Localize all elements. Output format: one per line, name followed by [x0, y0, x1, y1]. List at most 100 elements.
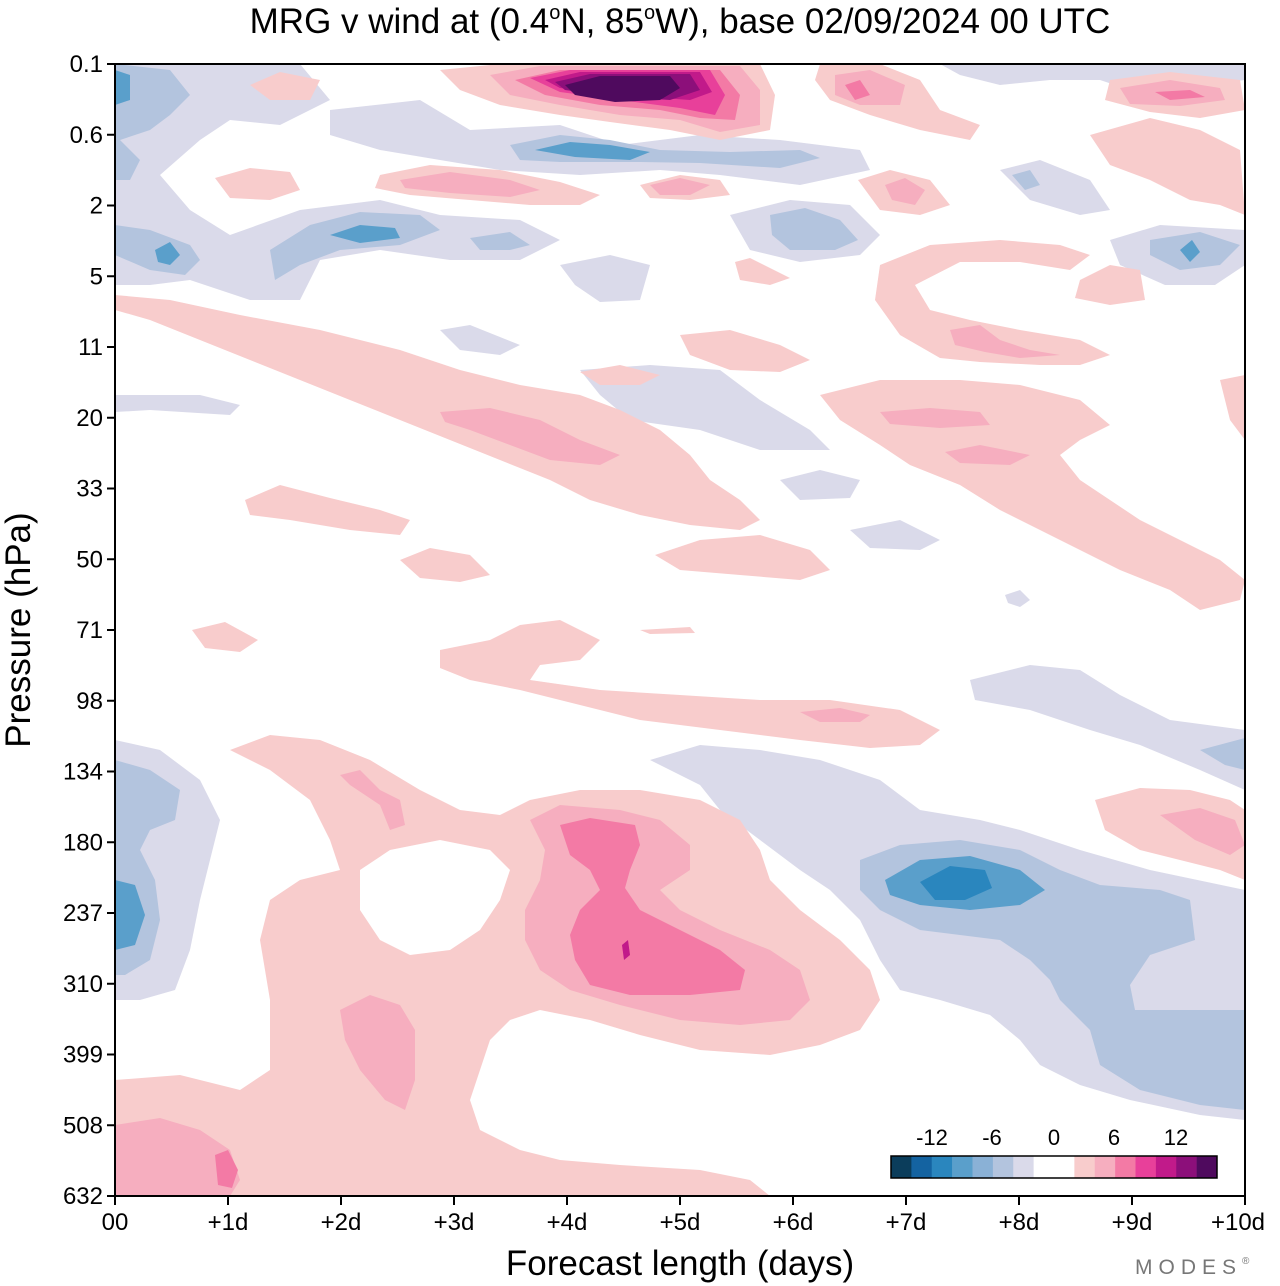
contour-pos6-marker [622, 940, 630, 960]
y-tick-label: 180 [63, 829, 103, 856]
y-tick-label: 98 [76, 688, 103, 715]
colorbar-swatch [1054, 1156, 1075, 1178]
colorbar-swatch [1013, 1156, 1034, 1178]
contour-neg2-right-small [1012, 170, 1040, 190]
colorbar-swatch [1176, 1156, 1197, 1178]
contour-pos2-right-swirl [950, 325, 1060, 358]
contour-pos-11-mid [580, 365, 660, 385]
contour-pos-71 [192, 622, 258, 652]
x-axis-title: Forecast length (days) [506, 1244, 854, 1283]
contour-pos-top-left [250, 72, 320, 100]
colorbar-swatch [972, 1156, 994, 1178]
contour-pos3-180 [560, 818, 745, 995]
contour-neg-98 [970, 665, 1245, 790]
contour-neg-20 [115, 395, 240, 415]
colorbar-swatch [1094, 1156, 1116, 1178]
x-tick-label: +2d [321, 1209, 362, 1236]
chart-title: MRG v wind at (0.4oN, 85oW), base 02/09/… [250, 2, 1111, 41]
colorbar-frame [890, 1155, 1218, 1179]
colorbar-swatch [1033, 1156, 1055, 1178]
contour-neg2-far-right [1200, 738, 1245, 770]
colorbar-label: 0 [1048, 1125, 1060, 1150]
contour-pos-right-swirl [875, 240, 1110, 365]
y-tick-label: 310 [63, 971, 103, 998]
contour-neg2-right-2 [770, 208, 858, 250]
y-tick-label: 632 [63, 1183, 103, 1210]
y-tick-label: 2 [90, 193, 103, 220]
contour-neg3-top-left [115, 70, 130, 105]
contour-pos2-20-right [880, 408, 990, 428]
colorbar-swatch [1196, 1156, 1218, 1178]
x-axis: 00 +1d +2d +3d +4d +5d +6d +7d +8d +9d +10d [102, 1196, 1265, 1236]
contour-neg2-upper-left [115, 64, 190, 180]
y-tick-label: 71 [76, 617, 103, 644]
colorbar-swatch [1135, 1156, 1157, 1178]
y-tick-label: 20 [76, 405, 103, 432]
contour-neg-small-5 [560, 255, 650, 302]
colorbar-label: 12 [1164, 1125, 1188, 1150]
y-axis: 0.1 0.6 2 5 11 20 33 50 71 98 134 180 237 310 399 508 63… [63, 51, 115, 1210]
x-tick-label: +4d [547, 1209, 588, 1236]
contour-pos2-2-mid [650, 178, 710, 195]
contour-pos2-508 [115, 1118, 240, 1196]
colorbar-swatch [891, 1156, 912, 1178]
contour-neg-60 [1005, 590, 1030, 607]
contour-pos2-2-right [885, 178, 925, 205]
colorbar-swatch [952, 1156, 973, 1178]
colorbar-label: -6 [982, 1125, 1002, 1150]
contour-neg2-upper-band [510, 135, 820, 168]
y-tick-label: 5 [90, 263, 103, 290]
contour-pos3-632 [215, 1150, 238, 1188]
contour-neg3-left-5 [155, 242, 180, 265]
y-tick-label: 11 [78, 334, 103, 361]
colorbar-swatch [992, 1156, 1014, 1178]
contour-pos-50-mid [655, 535, 830, 580]
contour-pos7-top [565, 76, 680, 102]
contour-neg2-mid-3b [470, 232, 530, 250]
colorbar-swatch [931, 1156, 953, 1178]
contour-neg-20-mid [580, 365, 830, 450]
x-tick-label: +8d [999, 1209, 1040, 1236]
contour-pos-50 [400, 548, 490, 582]
watermark-logo: MODES® [1135, 1256, 1250, 1279]
y-tick-label: 508 [63, 1112, 103, 1139]
y-tick-label: 237 [63, 900, 103, 927]
contour-pos2-right-180 [1160, 808, 1245, 855]
x-tick-label: +6d [773, 1209, 814, 1236]
colorbar-swatch [1074, 1156, 1096, 1178]
y-tick-label: 0.1 [70, 51, 103, 78]
colorbar-label: 6 [1108, 1125, 1120, 1150]
contour-field [115, 64, 1245, 1196]
contour-pos-big-band [115, 295, 760, 530]
x-tick-label: +9d [1112, 1209, 1153, 1236]
contour-pos-right-upper [1090, 118, 1245, 215]
x-tick-label: +1d [208, 1209, 249, 1236]
contour-neg3-right-5 [1180, 240, 1200, 262]
y-tick-label: 0.6 [70, 122, 103, 149]
y-tick-label: 399 [63, 1042, 103, 1069]
y-tick-label: 33 [76, 476, 103, 503]
contour-pos-71-mid [640, 627, 695, 634]
y-tick-label: 134 [63, 759, 103, 786]
contour-neg3-upper-band [535, 142, 650, 160]
contour-pos2-310 [340, 995, 415, 1110]
contour-neg-33 [780, 470, 860, 500]
contour-neg3-lower-left [115, 880, 145, 950]
contour-pos3-top-right [845, 80, 870, 100]
contour-pos2-20 [440, 408, 620, 465]
contour-neg-right-1 [1000, 160, 1110, 215]
contour-pos-right-top-5 [1075, 265, 1145, 305]
contour-pos-11 [680, 330, 810, 372]
contour-neg-50 [850, 520, 940, 550]
contour-pos2-2 [400, 172, 540, 197]
x-tick-label: +7d [886, 1209, 927, 1236]
contour-neg3-mid-3 [330, 225, 400, 243]
contour-pos-98 [440, 620, 940, 748]
contour-pos-2-left [215, 168, 300, 200]
colorbar-swatch [1155, 1156, 1177, 1178]
y-axis-title: Pressure (hPa) [0, 512, 38, 747]
contour-neg4-lower [920, 866, 992, 900]
colorbar-label: -12 [916, 1125, 948, 1150]
contour-pos2-20-right2 [945, 445, 1030, 465]
colorbar-swatch [1115, 1156, 1136, 1178]
